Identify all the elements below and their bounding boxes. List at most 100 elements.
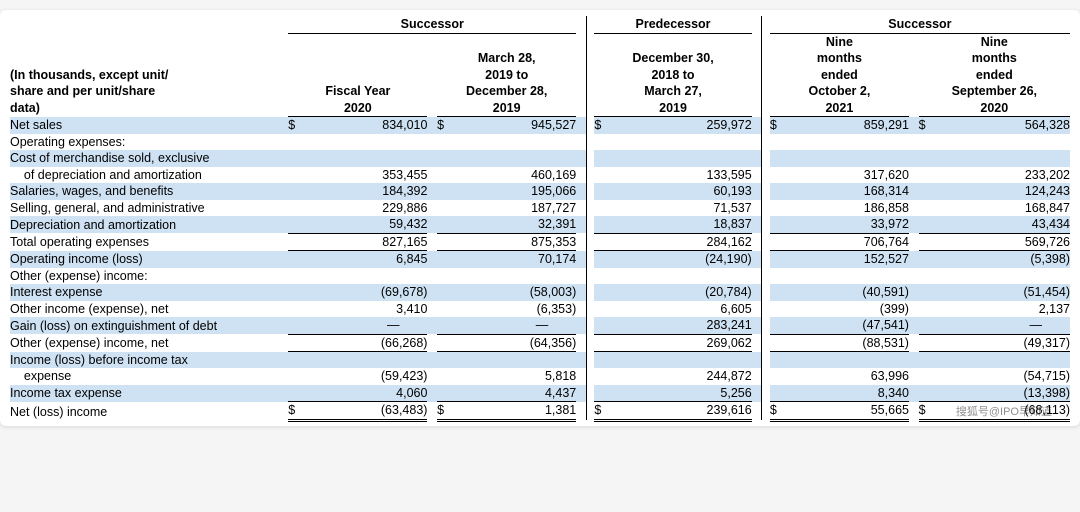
- cell: 195,066: [437, 183, 576, 200]
- c5-year: 2020: [919, 100, 1070, 117]
- cell: (64,356): [437, 334, 576, 352]
- cell: (24,190): [594, 251, 751, 268]
- cell: (5,398): [919, 251, 1070, 268]
- c2-line3: December 28,: [437, 83, 576, 100]
- c2-line1: March 28,: [437, 50, 576, 67]
- table-row: Operating income (loss)6,84570,174(24,19…: [10, 251, 1070, 268]
- c5-ended: ended: [919, 67, 1070, 84]
- cell: (399): [770, 301, 909, 318]
- table-row: Net (loss) income$(63,483)$1,381$239,616…: [10, 402, 1070, 421]
- row-label: expense: [10, 368, 288, 385]
- cell: [770, 150, 909, 167]
- cell: —: [919, 317, 1070, 334]
- cell: $564,328: [919, 117, 1070, 134]
- cell: 5,256: [594, 385, 751, 402]
- cell: [919, 150, 1070, 167]
- c4-ended: ended: [770, 67, 909, 84]
- cell: (59,423): [288, 368, 427, 385]
- period-row-4: data) 2020 2019 2019 2021 2020: [10, 100, 1070, 117]
- caption-l2: share and per unit/share: [10, 84, 155, 98]
- table-row: Income (loss) before income tax: [10, 352, 1070, 369]
- cell: (66,268): [288, 334, 427, 352]
- c4-date: October 2,: [770, 83, 909, 100]
- c3-line4: 2019: [594, 100, 751, 117]
- c5-months: months: [919, 50, 1070, 67]
- cell: 168,847: [919, 200, 1070, 217]
- row-label: Other (expense) income:: [10, 268, 288, 285]
- cell: 152,527: [770, 251, 909, 268]
- table-body: Net sales$834,010$945,527$259,972$859,29…: [10, 117, 1070, 421]
- cell: 6,605: [594, 301, 751, 318]
- cell: 32,391: [437, 216, 576, 233]
- cell: $(63,483): [288, 402, 427, 421]
- cell: 284,162: [594, 233, 751, 251]
- cell: 317,620: [770, 167, 909, 184]
- period-row-2: (In thousands, except unit/ 2019 to 2018…: [10, 67, 1070, 84]
- row-label: Gain (loss) on extinguishment of debt: [10, 317, 288, 334]
- row-label: Other income (expense), net: [10, 301, 288, 318]
- cell: 8,340: [770, 385, 909, 402]
- financial-table-card: Successor Predecessor Successor Nine Nin…: [0, 10, 1080, 426]
- cell: 59,432: [288, 216, 427, 233]
- cell: [770, 352, 909, 369]
- c5-date: September 26,: [919, 83, 1070, 100]
- table-row: Net sales$834,010$945,527$259,972$859,29…: [10, 117, 1070, 134]
- cell: 6,845: [288, 251, 427, 268]
- cell: (47,541): [770, 317, 909, 334]
- c3-line2: 2018 to: [594, 67, 751, 84]
- cell: 4,437: [437, 385, 576, 402]
- table-row: Other income (expense), net3,410 (6,353) 6…: [10, 301, 1070, 318]
- row-label: Operating income (loss): [10, 251, 288, 268]
- table-row: Other (expense) income:: [10, 268, 1070, 285]
- c1-year: 2020: [288, 100, 427, 117]
- c5-nine: Nine: [919, 33, 1070, 50]
- row-label: Income tax expense: [10, 385, 288, 402]
- c1-line1: Fiscal Year: [288, 83, 427, 100]
- cell: 3,410: [288, 301, 427, 318]
- cell: 186,858: [770, 200, 909, 217]
- cell: 353,455: [288, 167, 427, 184]
- cell: 875,353: [437, 233, 576, 251]
- c2-line4: 2019: [437, 100, 576, 117]
- cell: [288, 134, 427, 151]
- cell: —: [288, 317, 427, 334]
- row-label: Depreciation and amortization: [10, 216, 288, 233]
- table-row: Other (expense) income, net(66,268)(64,3…: [10, 334, 1070, 352]
- cell: [437, 134, 576, 151]
- cell: [288, 352, 427, 369]
- cell: (58,003): [437, 284, 576, 301]
- group-predecessor: Predecessor: [594, 16, 751, 33]
- table-row: Salaries, wages, and benefits184,392195,…: [10, 183, 1070, 200]
- cell: 233,202: [919, 167, 1070, 184]
- table-row: Selling, general, and administrative229,…: [10, 200, 1070, 217]
- row-label: Salaries, wages, and benefits: [10, 183, 288, 200]
- cell: $1,381: [437, 402, 576, 421]
- row-label: Income (loss) before income tax: [10, 352, 288, 369]
- c2-line2: 2019 to: [437, 67, 576, 84]
- cell: 269,062: [594, 334, 751, 352]
- cell: 5,818: [437, 368, 576, 385]
- cell: 187,727: [437, 200, 576, 217]
- c4-nine: Nine: [770, 33, 909, 50]
- cell: (54,715): [919, 368, 1070, 385]
- cell: $834,010: [288, 117, 427, 134]
- cell: 168,314: [770, 183, 909, 200]
- row-label: Total operating expenses: [10, 233, 288, 251]
- cell: (6,353): [437, 301, 576, 318]
- cell: [594, 268, 751, 285]
- cell: [437, 352, 576, 369]
- c4-year: 2021: [770, 100, 909, 117]
- cell: $55,665: [770, 402, 909, 421]
- cell: 63,996: [770, 368, 909, 385]
- cell: 706,764: [770, 233, 909, 251]
- table-row: of depreciation and amortization353,4554…: [10, 167, 1070, 184]
- row-label: Cost of merchandise sold, exclusive: [10, 150, 288, 167]
- table-row: Depreciation and amortization59,432 32,39…: [10, 216, 1070, 233]
- cell: [288, 268, 427, 285]
- income-statement-table: Successor Predecessor Successor Nine Nin…: [10, 16, 1070, 422]
- cell: [594, 134, 751, 151]
- cell: 71,537: [594, 200, 751, 217]
- cell: (40,591): [770, 284, 909, 301]
- cell: 244,872: [594, 368, 751, 385]
- period-row-top: Nine Nine: [10, 33, 1070, 50]
